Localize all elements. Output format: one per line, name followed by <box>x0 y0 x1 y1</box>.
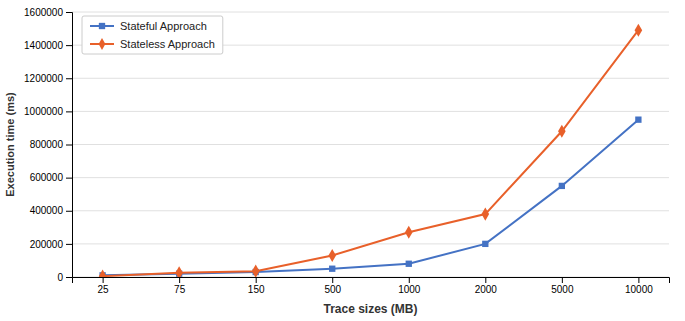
legend-label: Stateless Approach <box>120 38 215 50</box>
y-tick-mark <box>66 211 72 212</box>
grid-line <box>72 12 669 13</box>
x-tick: 10000 <box>625 277 653 295</box>
point <box>635 24 643 37</box>
x-tick: 75 <box>174 277 186 295</box>
x-tick: 5000 <box>551 277 574 295</box>
y-tick: 1200000 <box>24 73 72 84</box>
chart: 0 200000 400000 600000 800000 1000000 1200000 1… <box>0 0 685 321</box>
point <box>99 270 107 277</box>
legend-marker <box>99 23 105 29</box>
y-tick-label: 0 <box>57 272 63 283</box>
y-tick-mark <box>66 78 72 79</box>
grid-line <box>72 144 669 145</box>
y-axis-line <box>66 13 73 278</box>
y-tick: 800000 <box>30 139 72 150</box>
point <box>558 125 566 138</box>
point <box>252 265 260 277</box>
point <box>482 207 490 220</box>
y-tick-mark <box>66 111 72 112</box>
grid-line <box>72 177 669 178</box>
legend-item: Stateful Approach <box>90 20 207 32</box>
x-axis: 25 75 150 500 1000 2000 5000 10000 <box>73 277 670 295</box>
legend-marker <box>99 38 106 50</box>
x-tick-label: 500 <box>324 284 341 295</box>
y-tick-label: 800000 <box>30 139 64 150</box>
y-tick-label: 1000000 <box>24 106 63 117</box>
x-tick-mark <box>485 277 486 283</box>
point <box>635 116 641 122</box>
x-tick-mark <box>562 277 563 283</box>
y-tick-label: 1600000 <box>24 7 63 18</box>
y-tick: 200000 <box>30 239 72 250</box>
y-tick: 600000 <box>30 172 72 183</box>
x-tick-label: 150 <box>248 284 265 295</box>
x-tick-label: 5000 <box>551 284 574 295</box>
x-tick-mark <box>179 277 180 283</box>
point <box>328 249 336 262</box>
legend-item: Stateless Approach <box>90 38 215 50</box>
y-tick-label: 400000 <box>30 205 64 216</box>
x-tick-mark <box>638 277 639 283</box>
x-tick-label: 2000 <box>475 284 498 295</box>
y-tick-label: 200000 <box>30 239 64 250</box>
x-axis-line <box>73 278 670 284</box>
grid-line <box>72 78 669 79</box>
y-axis: 0 200000 400000 600000 800000 1000000 1200000 1… <box>24 7 72 283</box>
x-axis-title: Trace sizes (MB) <box>323 302 417 316</box>
marks <box>99 24 642 277</box>
series-line <box>103 120 639 276</box>
x-tick-mark <box>409 277 410 283</box>
y-tick-label: 1200000 <box>24 73 63 84</box>
legend-box <box>82 16 223 54</box>
x-tick-mark <box>103 277 104 283</box>
y-tick-label: 1400000 <box>24 40 63 51</box>
legend: Stateful Approach Stateless Approach <box>82 16 223 54</box>
point <box>329 266 335 272</box>
point <box>406 261 412 267</box>
x-tick-mark <box>332 277 333 283</box>
legend-label: Stateful Approach <box>120 20 207 32</box>
series-line <box>103 30 639 276</box>
x-tick-label: 1000 <box>398 284 421 295</box>
y-tick-mark <box>66 12 72 13</box>
point <box>175 266 183 277</box>
x-tick-mark <box>256 277 257 283</box>
y-tick-mark <box>66 178 72 179</box>
point <box>405 226 413 239</box>
y-tick-mark <box>66 45 72 46</box>
x-tick: 150 <box>248 277 265 295</box>
y-tick: 1600000 <box>24 7 72 18</box>
y-tick: 400000 <box>30 205 72 216</box>
grid <box>72 12 669 277</box>
y-tick-mark <box>66 277 72 278</box>
point <box>559 183 565 189</box>
y-tick-label: 600000 <box>30 172 64 183</box>
x-tick-label: 25 <box>98 284 110 295</box>
x-tick: 1000 <box>398 277 421 295</box>
y-tick: 1000000 <box>24 106 72 117</box>
y-tick-mark <box>66 244 72 245</box>
x-tick-label: 75 <box>174 284 186 295</box>
x-tick: 2000 <box>475 277 498 295</box>
y-axis-title: Execution time (ms) <box>4 92 16 197</box>
plot: 0 200000 400000 600000 800000 1000000 1200000 1… <box>24 7 669 295</box>
grid-line <box>72 111 669 112</box>
x-tick-label: 10000 <box>625 284 653 295</box>
y-tick: 0 <box>57 272 72 283</box>
point <box>482 241 488 247</box>
grid-line <box>72 210 669 211</box>
y-tick-mark <box>66 145 72 146</box>
x-tick: 25 <box>98 277 110 295</box>
y-tick: 1400000 <box>24 40 72 51</box>
x-tick: 500 <box>324 277 341 295</box>
